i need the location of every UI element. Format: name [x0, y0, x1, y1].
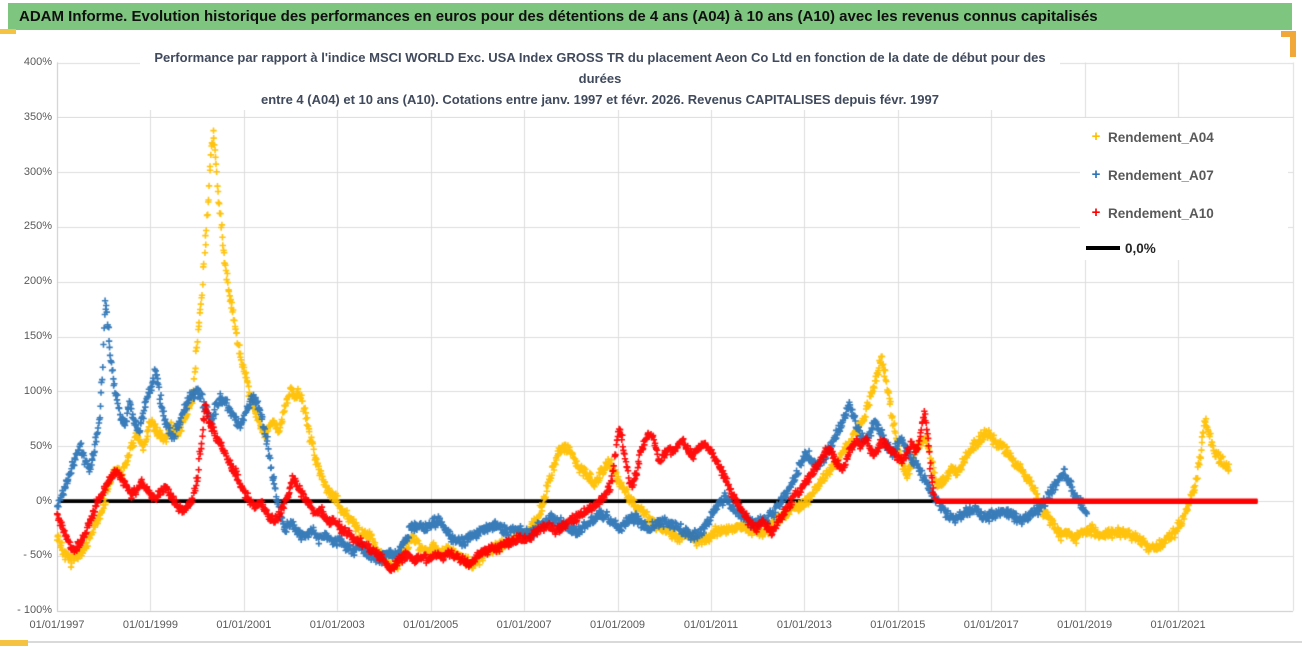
- x-axis-tick-label: 01/01/1999: [122, 619, 178, 631]
- y-axis-tick-label: 100%: [23, 384, 52, 397]
- legend-item-rendement-a07: + Rendement_A07: [1086, 164, 1214, 186]
- y-axis-tick-label: 250%: [23, 220, 52, 233]
- y-axis-tick-label: 200%: [23, 275, 52, 288]
- y-axis-tick-label: 400%: [23, 56, 52, 68]
- x-axis-tick-label: 01/01/2005: [403, 619, 459, 631]
- y-axis-tick-label: 350%: [23, 110, 52, 123]
- y-axis-tick-label: - 100%: [17, 604, 52, 617]
- zero-line-swatch-icon: [1086, 246, 1120, 250]
- legend-item-0-0-: 0,0%: [1086, 237, 1156, 259]
- x-axis-tick-label: 01/01/1997: [29, 619, 85, 631]
- x-axis-tick-label: 01/01/2017: [963, 619, 1019, 631]
- legend-label: 0,0%: [1125, 240, 1156, 256]
- y-axis-tick-label: 300%: [23, 165, 52, 178]
- y-axis-tick-label: 0%: [36, 494, 52, 507]
- y-axis-tick-label: - 50%: [23, 549, 52, 562]
- legend-label: Rendement_A07: [1108, 167, 1214, 183]
- x-axis-tick-label: 01/01/2011: [683, 619, 739, 631]
- x-axis-tick-label: 01/01/2001: [216, 619, 272, 631]
- legend-label: Rendement_A04: [1108, 129, 1214, 145]
- chart-legend: + Rendement_A04 + Rendement_A07 + Rendement_A…: [1080, 118, 1288, 260]
- legend-label: Rendement_A10: [1108, 205, 1214, 221]
- y-axis-tick-label: 150%: [23, 330, 52, 343]
- chart-title-line-1: Performance par rapport à l'indice MSCI …: [154, 50, 1046, 65]
- plus-marker-icon: +: [1091, 204, 1101, 221]
- x-axis-tick-label: 01/01/2021: [1150, 619, 1206, 631]
- yellow-accent-bottom-left: [0, 640, 28, 646]
- y-axis-tick-label: 50%: [29, 439, 52, 452]
- legend-item-rendement-a04: + Rendement_A04: [1086, 126, 1214, 148]
- x-axis-tick-label: 01/01/2007: [496, 619, 552, 631]
- chart-title-line-2: durées: [578, 71, 622, 86]
- plus-marker-icon: +: [1091, 128, 1101, 145]
- x-axis-tick-label: 01/01/2013: [776, 619, 832, 631]
- x-axis-tick-label: 01/01/2009: [590, 619, 646, 631]
- chart-title: Performance par rapport à l'indice MSCI …: [140, 47, 1060, 110]
- chart-title-line-3: entre 4 (A04) et 10 ans (A10). Cotations…: [261, 92, 939, 107]
- x-axis-tick-label: 01/01/2019: [1057, 619, 1113, 631]
- legend-item-rendement-a10: + Rendement_A10: [1086, 202, 1214, 224]
- x-axis-tick-label: 01/01/2015: [870, 619, 926, 631]
- bottom-border-line: [0, 641, 1302, 643]
- x-axis-tick-label: 01/01/2003: [309, 619, 365, 631]
- plus-marker-icon: +: [1091, 166, 1101, 183]
